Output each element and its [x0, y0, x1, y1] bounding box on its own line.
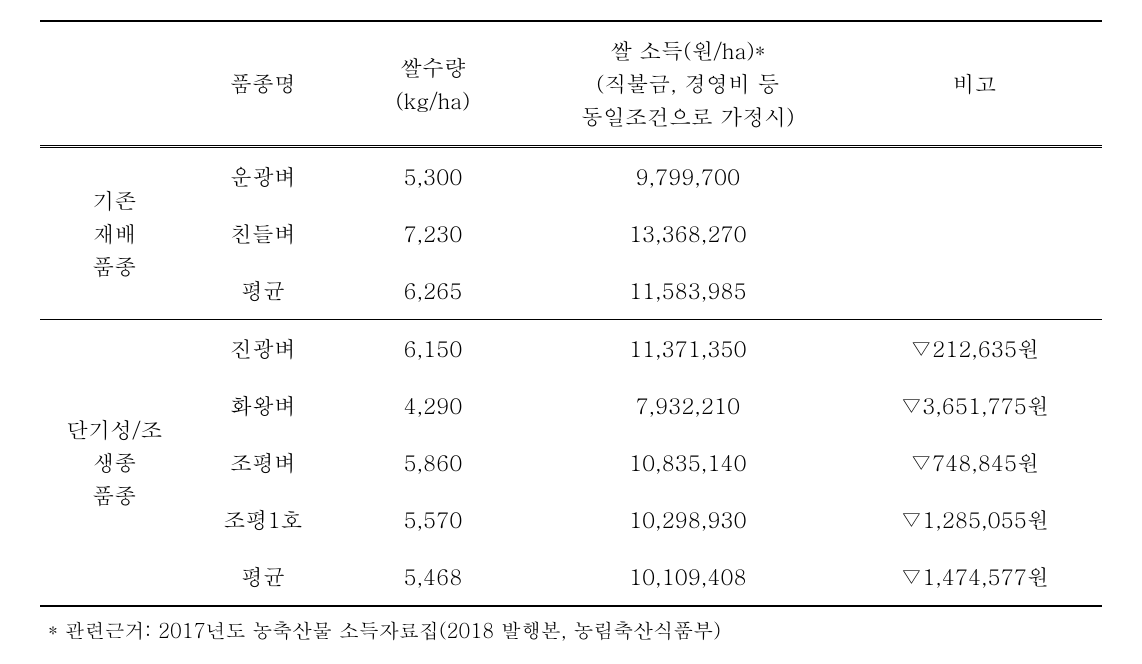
- remark-cell: ▽748,845원: [847, 434, 1102, 491]
- table-row: 평균 6,265 11,583,985: [40, 262, 1102, 320]
- table-row: 단기성/조생종품종 진광벼 6,150 11,371,350 ▽212,635원: [40, 320, 1102, 378]
- income-cell: 7,932,210: [529, 377, 848, 434]
- table-row: 기존재배품종 운광벼 5,300 9,799,700: [40, 147, 1102, 206]
- income-cell: 11,371,350: [529, 320, 848, 378]
- header-income: 쌀 소득(원/ha)*(직불금, 경영비 등동일조건으로 가정시): [529, 21, 848, 147]
- income-cell: 11,583,985: [529, 262, 848, 320]
- category-cell: 단기성/조생종품종: [40, 320, 189, 607]
- remark-cell: ▽1,285,055원: [847, 491, 1102, 548]
- yield-cell: 5,860: [337, 434, 528, 491]
- remark-cell: [847, 262, 1102, 320]
- variety-cell: 평균: [189, 548, 338, 606]
- variety-cell: 진광벼: [189, 320, 338, 378]
- footnote: * 관련근거: 2017년도 농축산물 소득자료집(2018 발행본, 농림축산…: [40, 615, 1102, 644]
- income-cell: 10,109,408: [529, 548, 848, 606]
- variety-cell: 조평1호: [189, 491, 338, 548]
- variety-cell: 평균: [189, 262, 338, 320]
- table-row: 조평벼 5,860 10,835,140 ▽748,845원: [40, 434, 1102, 491]
- header-category: [40, 21, 189, 147]
- variety-cell: 조평벼: [189, 434, 338, 491]
- remark-cell: ▽3,651,775원: [847, 377, 1102, 434]
- category-cell: 기존재배품종: [40, 147, 189, 320]
- yield-cell: 7,230: [337, 205, 528, 262]
- table-header-row: 품종명 쌀수량(kg/ha) 쌀 소득(원/ha)*(직불금, 경영비 등동일조…: [40, 21, 1102, 147]
- income-cell: 10,298,930: [529, 491, 848, 548]
- header-yield: 쌀수량(kg/ha): [337, 21, 528, 147]
- table-row: 친들벼 7,230 13,368,270: [40, 205, 1102, 262]
- header-remark: 비고: [847, 21, 1102, 147]
- remark-cell: ▽1,474,577원: [847, 548, 1102, 606]
- income-cell: 9,799,700: [529, 147, 848, 206]
- variety-cell: 운광벼: [189, 147, 338, 206]
- remark-cell: ▽212,635원: [847, 320, 1102, 378]
- remark-cell: [847, 205, 1102, 262]
- table-row: 조평1호 5,570 10,298,930 ▽1,285,055원: [40, 491, 1102, 548]
- income-cell: 10,835,140: [529, 434, 848, 491]
- table-row: 평균 5,468 10,109,408 ▽1,474,577원: [40, 548, 1102, 606]
- yield-cell: 6,265: [337, 262, 528, 320]
- yield-cell: 4,290: [337, 377, 528, 434]
- yield-cell: 5,300: [337, 147, 528, 206]
- variety-cell: 화왕벼: [189, 377, 338, 434]
- remark-cell: [847, 147, 1102, 206]
- table-row: 화왕벼 4,290 7,932,210 ▽3,651,775원: [40, 377, 1102, 434]
- yield-cell: 5,570: [337, 491, 528, 548]
- table-body: 기존재배품종 운광벼 5,300 9,799,700 친들벼 7,230 13,…: [40, 147, 1102, 607]
- rice-variety-table: 품종명 쌀수량(kg/ha) 쌀 소득(원/ha)*(직불금, 경영비 등동일조…: [40, 20, 1102, 607]
- header-variety: 품종명: [189, 21, 338, 147]
- yield-cell: 6,150: [337, 320, 528, 378]
- income-cell: 13,368,270: [529, 205, 848, 262]
- variety-cell: 친들벼: [189, 205, 338, 262]
- yield-cell: 5,468: [337, 548, 528, 606]
